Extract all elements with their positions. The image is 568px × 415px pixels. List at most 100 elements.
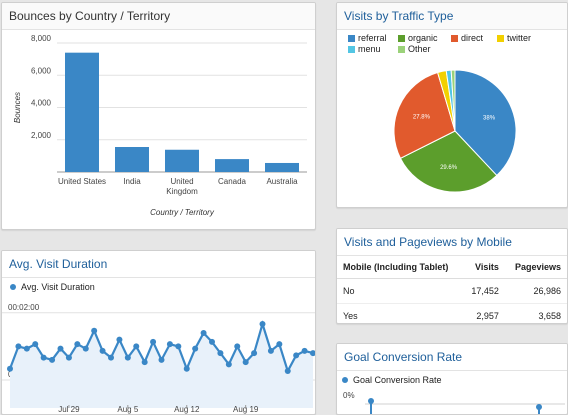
y-tick-label: 00:02:00 — [8, 303, 40, 312]
y-tick-label: 4,000 — [31, 99, 52, 108]
line-point[interactable] — [259, 321, 266, 327]
cell-visits: 17,452 — [462, 278, 505, 304]
line-point[interactable] — [166, 341, 173, 348]
x-tick-label: Aug 5 — [117, 405, 138, 414]
line-point[interactable] — [183, 365, 190, 372]
traffic-pie-chart: 38% 29.6% 27.8% — [393, 69, 517, 193]
line-point[interactable] — [82, 345, 89, 352]
legend-item-menu[interactable]: menu — [348, 44, 381, 54]
legend-swatch — [348, 45, 355, 53]
line-point[interactable] — [284, 368, 291, 375]
pie-slice-label: 29.6% — [440, 165, 458, 171]
bar[interactable] — [265, 162, 299, 172]
legend-swatch — [398, 34, 405, 42]
mobile-table-header: Mobile (Including Tablet) Visits Pagevie… — [337, 256, 567, 279]
line-point[interactable] — [267, 347, 274, 354]
x-tick-label: India — [123, 177, 141, 186]
line-point[interactable] — [234, 343, 241, 350]
line-area — [10, 324, 313, 408]
pie-slice-label: 38% — [483, 116, 496, 122]
line-point[interactable] — [32, 341, 39, 348]
traffic-title: Visits by Traffic Type — [337, 3, 567, 30]
legend-item-direct[interactable]: direct — [451, 33, 483, 43]
legend-item-organic[interactable]: organic — [398, 33, 438, 43]
bounces-widget: Bounces by Country / Territory 2,000 4,00… — [1, 2, 316, 230]
y-tick-label: 2,000 — [31, 131, 52, 140]
bounces-chart: 2,000 4,000 6,000 8,000 United States India Un… — [13, 34, 307, 217]
line-point[interactable] — [108, 354, 114, 361]
line-point[interactable] — [133, 343, 140, 350]
legend-swatch — [451, 34, 458, 42]
legend-item-other[interactable]: Other — [398, 44, 431, 54]
col-header-mobile: Mobile (Including Tablet) — [337, 256, 463, 279]
avg-duration-title: Avg. Visit Duration — [2, 251, 315, 278]
line-point[interactable] — [242, 359, 249, 366]
line-point[interactable] — [23, 345, 30, 352]
line-point[interactable] — [158, 356, 165, 363]
line-point[interactable] — [40, 354, 47, 361]
mobile-widget: Visits and Pageviews by Mobile Mobile (I… — [336, 228, 568, 324]
legend-label: menu — [358, 44, 381, 54]
x-tick-label: United — [170, 177, 193, 186]
bar[interactable] — [65, 52, 99, 172]
line-point[interactable] — [7, 365, 13, 372]
goal-chart — [365, 398, 565, 414]
legend-swatch — [398, 45, 405, 53]
line-point[interactable] — [251, 350, 258, 357]
line-point[interactable] — [91, 327, 98, 334]
line-point[interactable] — [99, 347, 106, 354]
y-axis-label: Bounces — [13, 92, 22, 123]
x-tick-label: Aug 12 — [174, 405, 200, 414]
bounces-title: Bounces by Country / Territory — [2, 3, 315, 30]
line-point[interactable] — [116, 336, 123, 343]
cell-pageviews: 3,658 — [504, 303, 567, 323]
line-point[interactable] — [65, 354, 72, 361]
x-tick-label: Jul 29 — [58, 405, 80, 414]
legend-item-twitter[interactable]: twitter — [497, 33, 531, 43]
line-point[interactable] — [175, 343, 182, 350]
mobile-table: Mobile (Including Tablet) Visits Pagevie… — [337, 256, 567, 323]
table-row: Yes 2,957 3,658 — [337, 303, 567, 323]
goal-ytick: 0% — [343, 391, 355, 400]
line-point[interactable] — [57, 345, 64, 352]
legend-label: twitter — [507, 33, 532, 43]
y-tick-label: 8,000 — [31, 34, 52, 43]
x-tick-label: Australia — [266, 177, 298, 186]
legend-swatch — [348, 34, 355, 42]
pie-slice-direct[interactable] — [393, 71, 456, 160]
legend-label: organic — [408, 33, 438, 43]
avg-duration-legend: Avg. Visit Duration — [10, 282, 95, 292]
x-tick-label: United States — [58, 177, 106, 186]
legend-dot-icon — [342, 377, 348, 383]
legend-label: direct — [461, 33, 484, 43]
line-point[interactable] — [217, 350, 224, 357]
line-point[interactable] — [200, 329, 207, 336]
pie-slice-referral[interactable] — [454, 69, 517, 177]
legend-item-referral[interactable]: referral — [348, 33, 387, 43]
goal-title: Goal Conversion Rate — [337, 344, 567, 371]
goal-legend-label: Goal Conversion Rate — [353, 375, 442, 385]
line-point[interactable] — [150, 338, 157, 345]
line-point[interactable] — [49, 356, 56, 363]
line-point[interactable] — [74, 341, 81, 348]
line-point[interactable] — [225, 361, 232, 368]
bar[interactable] — [215, 159, 249, 172]
line-point[interactable] — [15, 343, 22, 350]
line-point[interactable] — [209, 338, 215, 345]
line-point[interactable] — [141, 359, 148, 366]
legend-dot-icon — [10, 284, 16, 290]
bar[interactable] — [115, 147, 149, 172]
pie-slice-organic[interactable] — [399, 130, 498, 193]
line-point[interactable] — [310, 350, 315, 357]
x-axis-label: Country / Territory — [150, 208, 215, 217]
pie-slice-other[interactable] — [450, 69, 456, 132]
cell-pageviews: 26,986 — [504, 278, 567, 304]
line-point[interactable] — [276, 341, 283, 348]
goal-legend: Goal Conversion Rate — [342, 375, 442, 385]
line-point[interactable] — [192, 345, 199, 352]
line-point[interactable] — [124, 354, 131, 361]
line-point[interactable] — [293, 352, 300, 359]
bar[interactable] — [165, 149, 199, 172]
legend-label: Other — [408, 44, 431, 54]
line-point[interactable] — [301, 347, 308, 354]
